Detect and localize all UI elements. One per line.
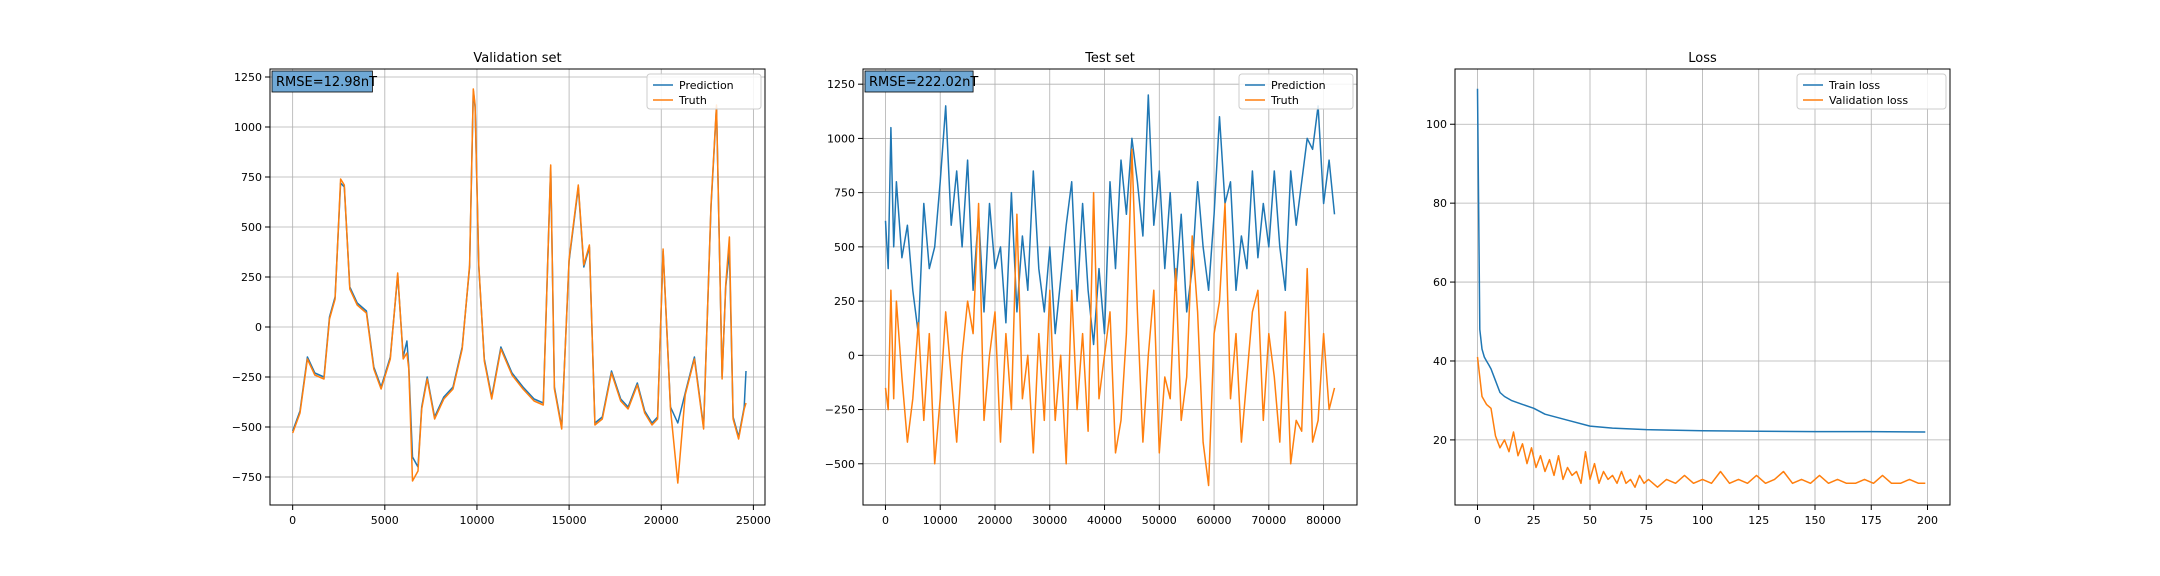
x-tick-label: 15000 (552, 514, 587, 527)
x-tick-label: 70000 (1251, 514, 1286, 527)
axis-ticks: 0 10000 20000 30000 40000 50000 60000 70000 8000… (825, 78, 1341, 527)
y-tick-label: 100 (1426, 118, 1447, 131)
x-tick-label: 50 (1583, 514, 1597, 527)
y-tick-label: −750 (232, 471, 262, 484)
y-tick-label: 750 (241, 171, 262, 184)
x-tick-label: 5000 (371, 514, 399, 527)
y-tick-label: −500 (825, 458, 855, 471)
chart-panel-3: 0 25 50 75 100 125 150 175 200 20 40 60 80 100 Loss Tra… (1426, 51, 1951, 527)
x-tick-label: 30000 (1032, 514, 1067, 527)
rmse-annotation: RMSE=222.02nT (864, 70, 978, 93)
y-tick-label: −500 (232, 421, 262, 434)
plot-frame (269, 68, 766, 506)
y-tick-label: −250 (232, 371, 262, 384)
legend-label: Validation loss (1829, 94, 1908, 107)
annotation-box (864, 70, 974, 93)
legend-box (1796, 73, 1947, 110)
plot-frame (862, 68, 1358, 506)
x-tick-label: 60000 (1197, 514, 1232, 527)
y-tick-label: 750 (834, 187, 855, 200)
y-tick-label: 1250 (234, 71, 262, 84)
x-tick-label: 10000 (459, 514, 494, 527)
y-tick-label: 500 (241, 221, 262, 234)
legend-label: Prediction (1271, 79, 1326, 92)
series-group (884, 94, 1336, 487)
x-tick-label: 175 (1861, 514, 1882, 527)
series-line-truth (884, 148, 1336, 487)
series-line-prediction (291, 90, 747, 468)
grid-lines (270, 69, 765, 505)
y-tick-label: 500 (834, 241, 855, 254)
x-tick-label: 80000 (1306, 514, 1341, 527)
chart-panel-2: 0 10000 20000 30000 40000 50000 60000 70000 8000… (825, 51, 1358, 527)
y-tick-label: 1250 (827, 78, 855, 91)
series-line-prediction (884, 94, 1336, 346)
y-tick-label: 1000 (234, 121, 262, 134)
x-tick-label: 75 (1639, 514, 1653, 527)
series-line-truth (291, 88, 747, 484)
legend: Prediction Truth (1238, 73, 1354, 110)
x-tick-label: 25 (1527, 514, 1541, 527)
legend-label: Train loss (1828, 79, 1880, 92)
annotation-text: RMSE=12.98nT (276, 75, 377, 90)
legend: Prediction Truth (646, 73, 762, 110)
plot-frame (1454, 68, 1951, 506)
grid-lines (1455, 69, 1950, 505)
x-tick-label: 40000 (1087, 514, 1122, 527)
x-tick-label: 150 (1805, 514, 1826, 527)
legend: Train loss Validation loss (1796, 73, 1947, 110)
x-tick-label: 25000 (736, 514, 771, 527)
legend-box (1238, 73, 1354, 110)
chart-title: Validation set (473, 51, 561, 66)
annotation-text: RMSE=222.02nT (869, 75, 978, 90)
y-tick-label: 40 (1433, 355, 1447, 368)
x-tick-label: 200 (1917, 514, 1938, 527)
legend-label: Prediction (679, 79, 734, 92)
x-tick-label: 0 (289, 514, 296, 527)
rmse-annotation: RMSE=12.98nT (271, 70, 377, 93)
axis-ticks: 0 5000 10000 15000 20000 25000 −750 −500 −250 0 25… (232, 71, 771, 527)
y-tick-label: 0 (255, 321, 262, 334)
series-line-validation-loss (1476, 356, 1926, 488)
series-group (1476, 88, 1926, 488)
x-tick-label: 0 (1474, 514, 1481, 527)
legend-label: Truth (678, 94, 707, 107)
grid-lines (863, 69, 1357, 505)
annotation-box (271, 70, 373, 93)
x-tick-label: 100 (1692, 514, 1713, 527)
legend-box (646, 73, 762, 110)
series-line-train-loss (1476, 88, 1926, 433)
chart-title: Test set (1084, 51, 1135, 66)
y-tick-label: 250 (241, 271, 262, 284)
y-tick-label: −250 (825, 404, 855, 417)
y-tick-label: 20 (1433, 434, 1447, 447)
x-tick-label: 20000 (644, 514, 679, 527)
y-tick-label: 0 (848, 349, 855, 362)
x-tick-label: 50000 (1142, 514, 1177, 527)
y-tick-label: 1000 (827, 132, 855, 145)
y-tick-label: 250 (834, 295, 855, 308)
chart-title: Loss (1688, 51, 1717, 66)
y-tick-label: 80 (1433, 197, 1447, 210)
x-tick-label: 0 (882, 514, 889, 527)
y-tick-label: 60 (1433, 276, 1447, 289)
x-tick-label: 125 (1748, 514, 1769, 527)
x-tick-label: 20000 (977, 514, 1012, 527)
x-tick-label: 10000 (923, 514, 958, 527)
axis-ticks: 0 25 50 75 100 125 150 175 200 20 40 60 80 100 (1426, 118, 1938, 527)
series-group (291, 88, 747, 484)
chart-panel-1: 0 5000 10000 15000 20000 25000 −750 −500 −250 0 25… (232, 51, 771, 527)
legend-label: Truth (1270, 94, 1299, 107)
